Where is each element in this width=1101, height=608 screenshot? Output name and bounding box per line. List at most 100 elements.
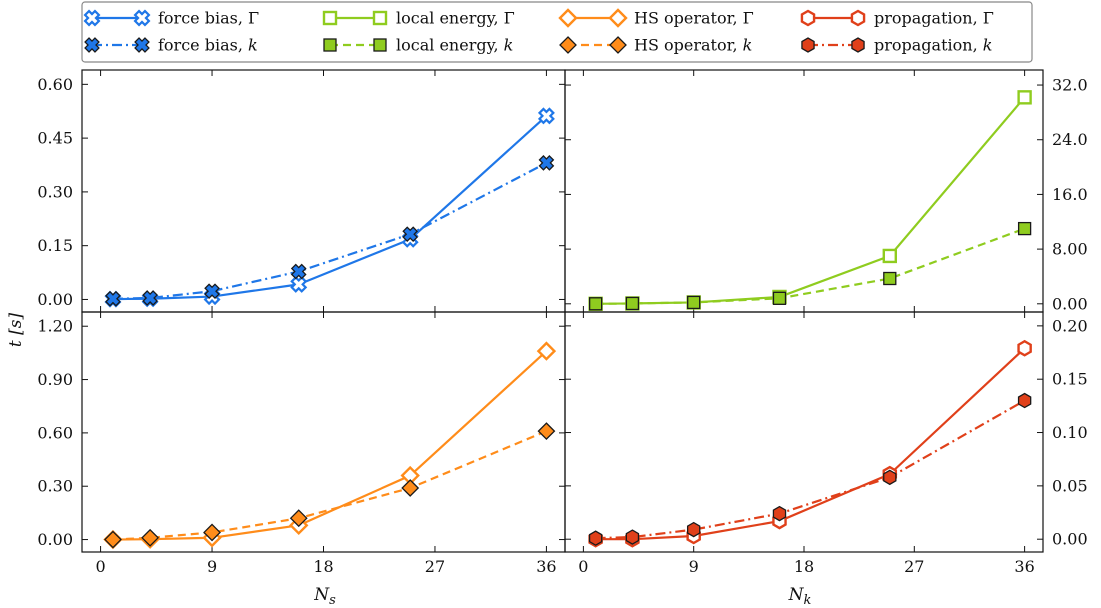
legend-marker (372, 10, 388, 26)
legend-label-suffix: Γ (248, 9, 259, 28)
y-tick-label: 0.45 (37, 129, 73, 148)
legend-marker (801, 37, 815, 53)
data-point (1017, 90, 1032, 105)
x-tick-label: 0 (95, 557, 105, 576)
x-tick-label: 9 (207, 557, 217, 576)
data-point (882, 248, 897, 264)
legend-marker (559, 36, 577, 54)
data-point (686, 521, 701, 538)
y-tick-label: 24.0 (1052, 130, 1088, 149)
legend-label-suffix: Γ (504, 9, 515, 28)
data-point (625, 296, 640, 311)
data-point (290, 263, 307, 280)
panel-frame (81, 311, 566, 553)
y-tick-label: 0.05 (1052, 476, 1088, 495)
legend-entry: force bias, k (84, 36, 258, 55)
legend-marker (323, 38, 337, 52)
y-tick-label: 0.30 (37, 182, 73, 201)
data-point (141, 528, 160, 547)
legend-label-suffix: k (504, 36, 514, 55)
legend-entry: local energy, Γ (322, 9, 515, 28)
legend-label-suffix: Γ (983, 9, 994, 28)
legend-entry: local energy, k (323, 36, 513, 55)
y-tick-label: 8.00 (1052, 240, 1088, 259)
series-line (595, 96, 1026, 305)
legend-label: propagation, k (874, 36, 992, 55)
series-line (595, 399, 1026, 540)
label-main: N (788, 585, 805, 605)
x-tick-label: 27 (425, 557, 445, 576)
legend-marker (322, 10, 338, 26)
y-tick-label: 0.00 (37, 290, 73, 309)
legend-entry: propagation, Γ (800, 9, 994, 28)
panel-frame (81, 69, 566, 313)
legend-label: local energy, k (396, 36, 513, 55)
x-tick-label: 36 (536, 557, 556, 576)
x-tick-label: 27 (904, 557, 924, 576)
x-tick-label: 36 (1014, 557, 1034, 576)
data-point (537, 107, 555, 125)
data-point (105, 290, 121, 307)
legend-label-suffix: Γ (743, 9, 754, 28)
data-point (203, 523, 221, 542)
y-tick-label: 0.00 (1052, 294, 1088, 313)
panel-bottom-left: 0 9 18 27 36 0.00 0.30 0.60 0.90 1.20 (37, 311, 566, 576)
legend-marker (83, 9, 101, 27)
x-tick-label: 9 (689, 557, 699, 576)
legend-label: HS operator, Γ (634, 9, 754, 28)
data-point (142, 290, 158, 306)
data-point (289, 509, 308, 528)
data-point (883, 271, 897, 286)
legend-label-suffix: k (983, 36, 993, 55)
data-point (401, 479, 420, 497)
y-tick-label: 0.60 (37, 75, 73, 94)
data-point (536, 341, 557, 361)
legend-entry: force bias, Γ (83, 9, 259, 28)
legend-label: local energy, Γ (396, 9, 515, 28)
data-point (687, 295, 701, 310)
series-line (112, 350, 548, 541)
legend-marker (850, 9, 866, 27)
legend-marker (608, 8, 628, 28)
legend-marker (800, 9, 816, 27)
y-tick-label: 32.0 (1052, 76, 1088, 95)
label-sub: s (329, 593, 336, 608)
data-point (772, 505, 787, 522)
data-point (588, 530, 603, 546)
series-line (112, 430, 547, 541)
legend-label-suffix: k (743, 36, 753, 55)
y-tick-label: 1.20 (37, 317, 73, 336)
data-point (204, 283, 220, 300)
legend: force bias, Γ local energy, Γ HS operator,… (81, 1, 1033, 63)
x-tick-label: 0 (578, 557, 588, 576)
y-tick-label: 0.00 (1052, 530, 1088, 549)
y-tick-label: 0.60 (37, 423, 73, 442)
x-tick-label: 18 (794, 557, 814, 576)
series-line (595, 347, 1026, 541)
legend-marker (609, 36, 627, 54)
legend-marker (558, 8, 578, 28)
y-tick-label: 0.15 (37, 236, 73, 255)
data-point (104, 530, 122, 549)
legend-marker (851, 37, 865, 53)
panel-bottom-right: 0 9 18 27 36 0.00 0.05 0.10 0.15 0.20 (564, 311, 1088, 576)
legend-label: HS operator, k (634, 36, 752, 55)
label-sub: k (803, 593, 811, 608)
y-tick-label: 0.90 (37, 370, 73, 389)
x-axis-label-right: Nk (788, 585, 812, 608)
data-point (537, 422, 556, 441)
data-point (290, 275, 308, 293)
panel-frame (564, 69, 1044, 313)
legend-label: propagation, Γ (874, 9, 994, 28)
data-point (772, 291, 787, 305)
legend-entry: HS operator, k (559, 36, 752, 55)
legend-label: force bias, Γ (158, 9, 259, 28)
data-point (588, 297, 603, 311)
y-tick-label: 0.20 (1052, 316, 1088, 335)
data-point (625, 529, 640, 545)
legend-label: force bias, k (158, 36, 258, 55)
x-axis-label-left: Ns (313, 585, 336, 608)
series-line (595, 227, 1026, 305)
panel-top-left: 0.00 0.15 0.30 0.45 0.60 (37, 69, 566, 313)
data-point (538, 155, 555, 171)
